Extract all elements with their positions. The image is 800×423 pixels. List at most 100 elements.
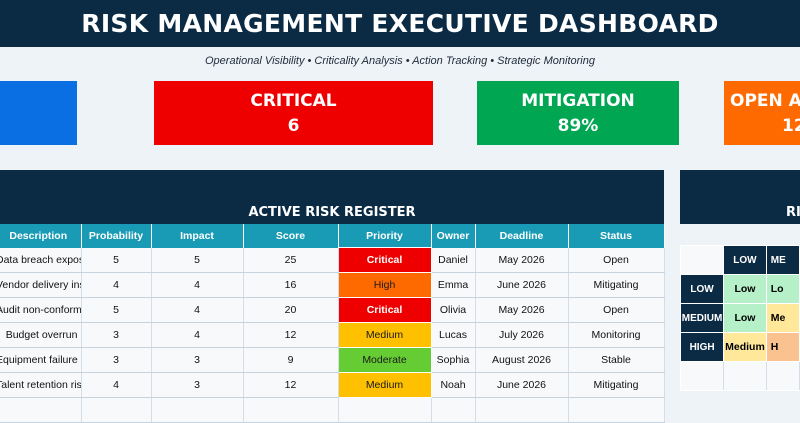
dashboard-title-banner: RISK MANAGEMENT EXECUTIVE DASHBOARD [0, 0, 800, 47]
risk-description: Vendor delivery instability [0, 272, 82, 298]
table-row[interactable]: Equipment failure 3 3 9 Moderate Sophia … [0, 347, 665, 373]
risk-status: Stable [568, 347, 665, 373]
table-row[interactable]: Vendor delivery instability 4 4 16 High … [0, 272, 665, 298]
kpi-label: MITIGATION [521, 91, 635, 111]
kpi-label: CRITICAL [250, 91, 337, 111]
column-header[interactable]: Impact [151, 224, 244, 248]
empty-cell [723, 361, 767, 391]
risk-score: 12 [243, 372, 339, 398]
risk-score: 12 [243, 322, 339, 348]
table-row[interactable]: Talent retention risk 4 3 12 Medium Noah… [0, 372, 665, 398]
column-header[interactable]: Priority [338, 224, 432, 248]
matrix-row: HIGH Medium H [679, 332, 800, 362]
empty-cell [679, 361, 725, 391]
table-row [0, 397, 665, 423]
risk-deadline: June 2026 [475, 372, 569, 398]
column-header[interactable]: Score [243, 224, 339, 248]
risk-deadline: June 2026 [475, 272, 569, 298]
risk-impact: 3 [151, 347, 244, 373]
risk-score: 20 [243, 297, 339, 323]
risk-impact: 3 [151, 372, 244, 398]
kpi-value: 6 [287, 116, 300, 136]
risk-owner: Sophia [431, 347, 476, 373]
matrix-cell[interactable]: Me [765, 303, 800, 333]
risk-priority-badge: High [337, 272, 432, 298]
matrix-cell[interactable]: Lo [765, 274, 800, 304]
risk-description: Equipment failure [0, 347, 82, 373]
table-header-row: Description Probability Impact Score Pri… [0, 224, 665, 248]
column-header[interactable]: Status [568, 224, 665, 248]
risk-deadline: August 2026 [475, 347, 569, 373]
risk-probability: 5 [81, 247, 152, 273]
empty-cell [475, 397, 569, 423]
risk-matrix-title: RI [786, 205, 800, 220]
column-header[interactable]: Deadline [475, 224, 569, 248]
risk-impact: 4 [151, 297, 244, 323]
kpi-card-critical[interactable]: CRITICAL 6 [154, 81, 433, 145]
column-header[interactable]: Owner [431, 224, 476, 248]
kpi-card-mitigation[interactable]: MITIGATION 89% [477, 81, 679, 145]
dashboard-subtitle: Operational Visibility • Criticality Ana… [205, 55, 595, 67]
table-row[interactable]: Budget overrun 3 4 12 Medium Lucas July … [0, 322, 665, 348]
kpi-card-total[interactable] [0, 81, 77, 145]
risk-owner: Olivia [431, 297, 476, 323]
matrix-row-header: MEDIUM [679, 303, 725, 333]
matrix-row: LOW Low Lo [679, 274, 800, 304]
matrix-cell[interactable]: Low [723, 303, 767, 333]
kpi-value: 89% [557, 116, 599, 136]
risk-owner: Emma [431, 272, 476, 298]
risk-owner: Noah [431, 372, 476, 398]
empty-cell [0, 397, 82, 423]
column-header[interactable]: Description [0, 224, 82, 248]
column-header[interactable]: Probability [81, 224, 152, 248]
risk-score: 9 [243, 347, 339, 373]
matrix-cell[interactable]: H [765, 332, 800, 362]
matrix-col-header: ME [765, 245, 800, 275]
risk-register-header: ACTIVE RISK REGISTER [0, 170, 664, 224]
risk-probability: 4 [81, 372, 152, 398]
matrix-row: MEDIUM Low Me [679, 303, 800, 333]
risk-status: Monitoring [568, 322, 665, 348]
risk-owner: Lucas [431, 322, 476, 348]
table-row[interactable]: Data breach exposure 5 5 25 Critical Dan… [0, 247, 665, 273]
risk-status: Mitigating [568, 372, 665, 398]
risk-priority-badge: Moderate [337, 347, 432, 373]
risk-deadline: May 2026 [475, 247, 569, 273]
matrix-row-header: LOW [679, 274, 725, 304]
kpi-card-open-actions[interactable]: OPEN AC 12 [724, 81, 800, 145]
empty-cell [765, 361, 800, 391]
empty-cell [243, 397, 339, 423]
risk-priority-badge: Medium [337, 322, 432, 348]
risk-register-table: Description Probability Impact Score Pri… [0, 224, 665, 423]
risk-priority-badge: Medium [337, 372, 432, 398]
risk-description: Data breach exposure [0, 247, 82, 273]
matrix-header-row: LOW ME [679, 245, 800, 275]
risk-probability: 5 [81, 297, 152, 323]
risk-description: Budget overrun [0, 322, 82, 348]
risk-status: Open [568, 247, 665, 273]
risk-score: 16 [243, 272, 339, 298]
kpi-label: OPEN AC [730, 91, 800, 111]
risk-heat-matrix: LOW ME LOW Low Lo MEDIUM Low Me HIGH Med… [679, 245, 800, 391]
matrix-col-header: LOW [723, 245, 767, 275]
risk-matrix-header: RI [680, 170, 800, 224]
empty-cell [151, 397, 244, 423]
table-row[interactable]: Audit non-conformity 5 4 20 Critical Oli… [0, 297, 665, 323]
risk-deadline: May 2026 [475, 297, 569, 323]
matrix-row [679, 361, 800, 391]
matrix-cell[interactable]: Medium [723, 332, 767, 362]
empty-cell [431, 397, 476, 423]
risk-description: Audit non-conformity [0, 297, 82, 323]
empty-cell [568, 397, 665, 423]
risk-priority-badge: Critical [337, 297, 432, 323]
risk-impact: 5 [151, 247, 244, 273]
risk-owner: Daniel [431, 247, 476, 273]
dashboard-title: RISK MANAGEMENT EXECUTIVE DASHBOARD [81, 9, 719, 38]
matrix-row-header: HIGH [679, 332, 725, 362]
risk-description: Talent retention risk [0, 372, 82, 398]
risk-impact: 4 [151, 322, 244, 348]
risk-status: Mitigating [568, 272, 665, 298]
risk-impact: 4 [151, 272, 244, 298]
kpi-value: 12 [782, 116, 800, 136]
matrix-cell[interactable]: Low [723, 274, 767, 304]
